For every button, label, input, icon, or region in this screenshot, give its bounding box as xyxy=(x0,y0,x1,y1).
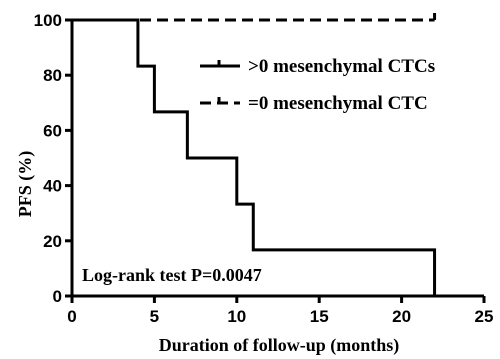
legend-label-solid: >0 mesenchymal CTCs xyxy=(248,56,435,77)
legend-label-dashed: =0 mesenchymal CTC xyxy=(248,93,428,114)
legend-item-solid: >0 mesenchymal CTCs xyxy=(200,56,435,77)
x-tick-label: 20 xyxy=(392,307,411,326)
y-tick-label: 60 xyxy=(43,121,62,140)
axes xyxy=(70,20,484,298)
legend: >0 mesenchymal CTCs =0 mesenchymal CTC xyxy=(200,56,435,114)
x-tick-label: 10 xyxy=(227,307,246,326)
x-ticks: 0 5 10 15 20 25 xyxy=(67,296,493,326)
y-axis-title: PFS (%) xyxy=(15,151,36,218)
y-tick-label: 80 xyxy=(43,66,62,85)
y-tick-label: 40 xyxy=(43,177,62,196)
series-layer xyxy=(72,13,437,296)
x-tick-label: 0 xyxy=(67,307,76,326)
logrank-annotation: Log-rank test P=0.0047 xyxy=(82,265,262,285)
legend-item-dashed: =0 mesenchymal CTC xyxy=(200,93,428,114)
y-ticks: 0 20 40 60 80 100 xyxy=(34,11,72,306)
x-tick-label: 15 xyxy=(310,307,329,326)
y-tick-label: 100 xyxy=(34,11,62,30)
y-tick-label: 20 xyxy=(43,232,62,251)
y-tick-label: 0 xyxy=(53,287,62,306)
series-line-solid xyxy=(72,18,437,296)
x-tick-label: 25 xyxy=(475,307,494,326)
x-axis-title: Duration of follow-up (months) xyxy=(159,335,400,356)
x-tick-label: 5 xyxy=(150,307,159,326)
